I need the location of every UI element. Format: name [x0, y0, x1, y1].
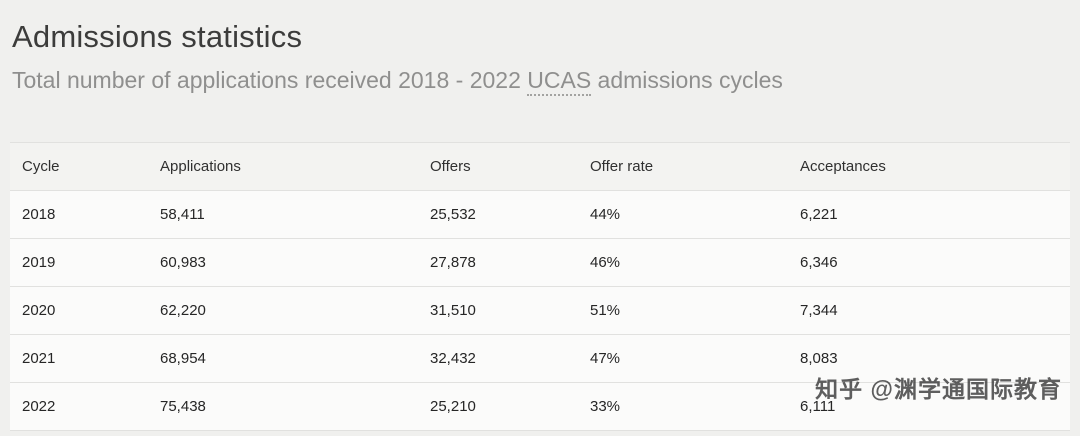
- column-header-offer-rate: Offer rate: [578, 142, 788, 191]
- table-cell-cycle: 2018: [10, 190, 148, 239]
- column-header-applications: Applications: [148, 142, 418, 191]
- page-subtitle: Total number of applications received 20…: [12, 66, 1068, 96]
- table-cell-offer-rate: 51%: [578, 286, 788, 335]
- table-cell-offers: 25,532: [418, 190, 578, 239]
- table-cell-offer-rate: 33%: [578, 382, 788, 431]
- table-row: 2022 75,438 25,210 33% 6,111: [10, 382, 1070, 431]
- table-header-row: Cycle Applications Offers Offer rate Acc…: [10, 142, 1070, 191]
- subtitle-text-prefix: Total number of applications received 20…: [12, 67, 528, 93]
- ucas-abbreviation[interactable]: UCAS: [527, 67, 592, 96]
- table-cell-applications: 62,220: [148, 286, 418, 335]
- table-cell-offer-rate: 44%: [578, 190, 788, 239]
- table-cell-offers: 31,510: [418, 286, 578, 335]
- zhihu-watermark: 知乎 @渊学通国际教育: [815, 376, 1062, 402]
- table-cell-acceptances: 6,221: [788, 190, 1070, 239]
- table-cell-offers: 32,432: [418, 334, 578, 383]
- table-cell-cycle: 2022: [10, 382, 148, 431]
- table-cell-applications: 58,411: [148, 190, 418, 239]
- table-cell-acceptances: 8,083: [788, 334, 1070, 383]
- table-cell-acceptances: 7,344: [788, 286, 1070, 335]
- admissions-statistics-table: Cycle Applications Offers Offer rate Acc…: [10, 142, 1070, 431]
- table-row: 2019 60,983 27,878 46% 6,346: [10, 238, 1070, 287]
- table-cell-applications: 68,954: [148, 334, 418, 383]
- table-cell-offer-rate: 46%: [578, 238, 788, 287]
- table-row: 2018 58,411 25,532 44% 6,221: [10, 190, 1070, 239]
- table-cell-cycle: 2021: [10, 334, 148, 383]
- table-cell-applications: 60,983: [148, 238, 418, 287]
- table-cell-offers: 27,878: [418, 238, 578, 287]
- table-body: 2018 58,411 25,532 44% 6,221 2019 60,983…: [10, 190, 1070, 431]
- table-cell-cycle: 2019: [10, 238, 148, 287]
- table-cell-applications: 75,438: [148, 382, 418, 431]
- table-cell-offers: 25,210: [418, 382, 578, 431]
- table-cell-offer-rate: 47%: [578, 334, 788, 383]
- column-header-acceptances: Acceptances: [788, 142, 1070, 191]
- table-row: 2020 62,220 31,510 51% 7,344: [10, 286, 1070, 335]
- table-header: Cycle Applications Offers Offer rate Acc…: [10, 142, 1070, 191]
- table-cell-acceptances: 6,111: [788, 382, 1070, 431]
- page-header: Admissions statistics Total number of ap…: [0, 0, 1080, 96]
- table-cell-cycle: 2020: [10, 286, 148, 335]
- table-cell-acceptances: 6,346: [788, 238, 1070, 287]
- table-row: 2021 68,954 32,432 47% 8,083: [10, 334, 1070, 383]
- page-title: Admissions statistics: [12, 19, 303, 54]
- column-header-offers: Offers: [418, 142, 578, 191]
- column-header-cycle: Cycle: [10, 142, 148, 191]
- subtitle-text-suffix: admissions cycles: [591, 67, 783, 93]
